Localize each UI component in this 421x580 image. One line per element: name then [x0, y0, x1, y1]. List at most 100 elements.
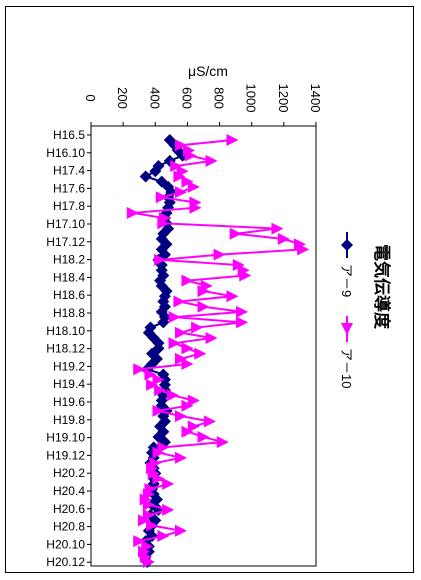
- x-tick-label: 400: [147, 87, 162, 109]
- data-point-triangle: [142, 498, 155, 511]
- data-point-triangle: [175, 139, 187, 152]
- data-point-triangle: [139, 550, 152, 563]
- data-point-triangle: [293, 238, 306, 251]
- data-point-triangle: [213, 248, 226, 261]
- data-point-triangle: [152, 472, 165, 485]
- legend-label: ア－9: [339, 264, 354, 297]
- data-point-triangle: [181, 425, 194, 438]
- data-point-triangle: [239, 269, 252, 282]
- data-point-triangle: [191, 321, 204, 334]
- data-point-triangle: [197, 300, 210, 313]
- chart-frame: [5, 6, 414, 573]
- data-point-triangle: [197, 430, 210, 443]
- data-point-diamond: [149, 165, 162, 178]
- y-tick-label: H17.8: [53, 199, 85, 213]
- data-point-triangle: [197, 285, 210, 298]
- data-point-triangle: [144, 368, 157, 381]
- y-tick-label: H19.8: [53, 413, 85, 427]
- data-point-triangle: [157, 217, 170, 230]
- data-point-triangle: [236, 316, 249, 329]
- x-tick-label: 1000: [244, 84, 259, 113]
- y-tick-label: H20.12: [46, 555, 85, 569]
- y-tick-label: H18.6: [53, 288, 85, 302]
- data-point-triangle: [126, 206, 139, 219]
- data-point-triangle: [152, 373, 165, 386]
- data-point-triangle: [297, 243, 310, 256]
- data-point-triangle: [173, 295, 186, 308]
- y-tick-label: H17.6: [53, 181, 85, 195]
- legend-marker-diamond: [341, 239, 353, 251]
- data-point-triangle: [187, 394, 200, 407]
- y-tick-label: H20.2: [53, 466, 85, 480]
- y-tick-label: H17.12: [46, 235, 85, 249]
- axes: 0 200 400 600 800 1000 1200 1400 H16.5 H16.10 H17.…: [46, 84, 323, 570]
- data-point-triangle: [152, 404, 165, 417]
- series-layer: [126, 134, 310, 568]
- y-tick-label: H16.10: [46, 146, 85, 160]
- x-tick-label: 600: [179, 87, 194, 109]
- y-tick-label: H18.4: [53, 270, 85, 284]
- data-point-triangle: [205, 154, 218, 167]
- data-point-triangle: [175, 451, 187, 464]
- data-point-triangle: [155, 191, 168, 204]
- data-point-triangle: [157, 441, 170, 454]
- x-tick-label: 1200: [276, 84, 291, 113]
- data-point-triangle: [168, 337, 181, 350]
- data-point-triangle: [203, 415, 216, 428]
- data-point-triangle: [146, 519, 159, 532]
- data-point-triangle: [162, 477, 175, 490]
- chart-title: 電気伝導度: [372, 244, 392, 330]
- data-point-diamond: [139, 170, 152, 183]
- y-tick-label: H20.6: [53, 502, 85, 516]
- legend-marker-triangle: [341, 323, 353, 335]
- data-point-triangle: [189, 201, 202, 214]
- data-point-triangle: [152, 446, 165, 459]
- data-point-triangle: [236, 305, 249, 318]
- data-point-triangle: [146, 378, 159, 391]
- data-point-triangle: [184, 149, 197, 162]
- y-tick-label: H18.12: [46, 342, 85, 356]
- data-point-diamond: [157, 316, 170, 329]
- data-point-triangle: [133, 535, 146, 548]
- data-point-triangle: [142, 556, 155, 568]
- data-point-triangle: [157, 529, 170, 542]
- data-point-triangle: [166, 389, 179, 402]
- y-tick-label: H20.10: [46, 537, 85, 551]
- y-tick-label: H17.4: [53, 164, 85, 178]
- data-point-triangle: [187, 420, 200, 433]
- data-point-triangle: [226, 290, 239, 303]
- data-point-triangle: [175, 186, 187, 199]
- data-point-triangle: [226, 134, 239, 146]
- data-point-triangle: [173, 170, 186, 183]
- y-tick-label: H19.12: [46, 448, 85, 462]
- x-tick-label: 800: [212, 87, 227, 109]
- data-point-triangle: [181, 175, 194, 188]
- data-point-triangle: [175, 524, 187, 537]
- data-point-triangle: [181, 342, 194, 355]
- y-tick-label: H20.4: [53, 484, 85, 498]
- data-point-triangle: [175, 410, 187, 423]
- y-tick-label: H18.2: [53, 253, 85, 267]
- y-tick-label: H19.4: [53, 377, 85, 391]
- y-tick-label: H19.2: [53, 359, 85, 373]
- x-tick-label: 200: [115, 87, 130, 109]
- y-tick-label: H17.10: [46, 217, 85, 231]
- data-point-triangle: [154, 384, 167, 397]
- data-point-triangle: [142, 509, 155, 522]
- x-axis-label: μS/cm: [188, 63, 228, 79]
- data-point-triangle: [175, 352, 187, 365]
- data-point-triangle: [175, 326, 187, 339]
- data-point-triangle: [229, 227, 242, 240]
- y-tick-label: H16.5: [53, 128, 85, 142]
- data-point-triangle: [154, 253, 167, 266]
- y-tick-label: H18.8: [53, 306, 85, 320]
- data-point-triangle: [138, 514, 151, 527]
- y-tick-label: H18.10: [46, 324, 85, 338]
- series-2: [126, 134, 310, 568]
- y-tick-label: H19.10: [46, 431, 85, 445]
- data-point-triangle: [216, 436, 229, 449]
- data-point-triangle: [170, 160, 183, 173]
- data-point-triangle: [181, 358, 194, 371]
- data-point-triangle: [205, 331, 218, 344]
